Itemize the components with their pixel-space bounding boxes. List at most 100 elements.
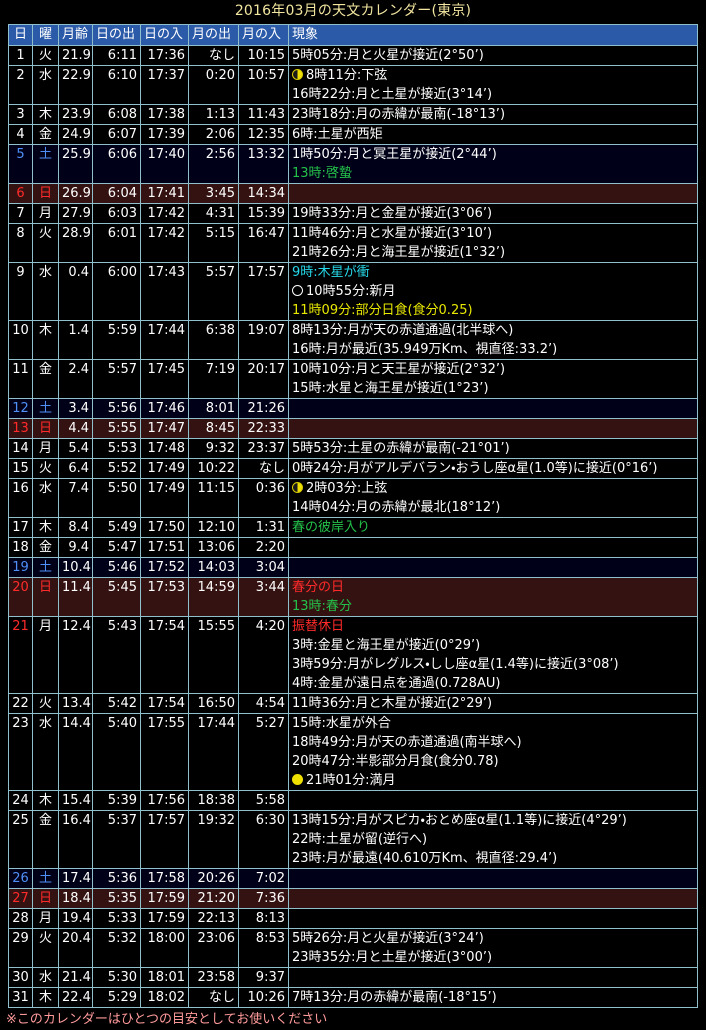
event-text: 13時:春分	[292, 599, 352, 614]
cell-moon-age: 15.4	[58, 790, 93, 811]
cell-events	[288, 537, 698, 558]
cell-moonset: 16:47	[238, 223, 289, 263]
cell-sunrise: 5:46	[92, 557, 141, 578]
event-text: 18時49分:月が天の赤道通過(南半球へ)	[292, 735, 522, 750]
table-row: 13 日 4.4 5:55 17:47 8:45 22:33	[8, 418, 698, 439]
cell-moonset: 0:36	[238, 478, 289, 518]
cell-sunset: 17:51	[140, 537, 189, 558]
event-line: 8時13分:月が天の赤道通過(北半球へ)	[292, 321, 694, 340]
cell-day: 1	[8, 45, 33, 66]
cell-events: 19時33分:月と金星が接近(3°06’)	[288, 203, 698, 224]
cell-moonset: 21:26	[238, 398, 289, 419]
event-line: 5時26分:月と火星が接近(3°24’)	[292, 929, 694, 948]
column-header-day: 日	[8, 24, 33, 46]
cell-day: 22	[8, 693, 33, 714]
cell-day: 26	[8, 868, 33, 889]
cell-day: 14	[8, 438, 33, 459]
cell-moon-age: 21.4	[58, 967, 93, 988]
cell-sunrise: 6:06	[92, 144, 141, 184]
cell-moon-age: 7.4	[58, 478, 93, 518]
cell-moonrise: 20:26	[188, 868, 239, 889]
event-line: 13時:啓蟄	[292, 164, 694, 183]
cell-sunrise: 5:47	[92, 537, 141, 558]
cell-moonset: 11:43	[238, 104, 289, 125]
cell-moon-age: 22.9	[58, 65, 93, 105]
event-text: 16時22分:月と土星が接近(3°14’)	[292, 87, 493, 102]
cell-moon-age: 21.9	[58, 45, 93, 66]
event-line: 5時05分:月と火星が接近(2°50’)	[292, 46, 694, 65]
cell-moonrise: 9:32	[188, 438, 239, 459]
table-row: 8 火 28.9 6:01 17:42 5:15 16:47 11時46分:月と水星が接近(3…	[8, 223, 698, 263]
cell-day: 31	[8, 987, 33, 1008]
cell-moon-age: 2.4	[58, 359, 93, 399]
cell-moonset: 4:20	[238, 616, 289, 694]
cell-moonset: 15:39	[238, 203, 289, 224]
cell-sunrise: 5:52	[92, 458, 141, 479]
cell-events: 8時13分:月が天の赤道通過(北半球へ) 16時:月が最近(35.949万Km、視…	[288, 320, 698, 360]
cell-sunset: 17:41	[140, 183, 189, 204]
cell-sunset: 17:57	[140, 810, 189, 869]
event-text: 7時13分:月の赤緯が最南(-18°15’)	[292, 990, 497, 1005]
cell-moonset: 5:58	[238, 790, 289, 811]
cell-sunrise: 5:32	[92, 928, 141, 968]
event-line: 16時:月が最近(35.949万Km、視直径:33.2’)	[292, 340, 694, 359]
table-row: 3 木 23.9 6:08 17:38 1:13 11:43 23時18分:月の赤緯が最南(-…	[8, 104, 698, 125]
cell-sunset: 17:36	[140, 45, 189, 66]
event-text: 10時55分:新月	[306, 284, 396, 299]
cell-sunrise: 6:04	[92, 183, 141, 204]
event-line: 春分の日	[292, 578, 694, 597]
cell-events: 5時26分:月と火星が接近(3°24’) 23時35分:月と土星が接近(3°00’…	[288, 928, 698, 968]
cell-day: 24	[8, 790, 33, 811]
event-line: 9時:木星が衝	[292, 263, 694, 282]
table-row: 20 日 11.4 5:45 17:53 14:59 3:44 春分の日 13時:春分	[8, 577, 698, 617]
cell-day: 19	[8, 557, 33, 578]
cell-sunrise: 5:29	[92, 987, 141, 1008]
event-line: 21時01分:満月	[292, 771, 694, 790]
table-row: 22 火 13.4 5:42 17:54 16:50 4:54 11時36分:月と木星が接近(…	[8, 693, 698, 714]
cell-sunset: 18:02	[140, 987, 189, 1008]
event-text: 5時05分:月と火星が接近(2°50’)	[292, 48, 484, 63]
cell-sunrise: 5:36	[92, 868, 141, 889]
event-line: 21時26分:月と海王星が接近(1°32’)	[292, 243, 694, 262]
event-line: 23時35分:月と土星が接近(3°00’)	[292, 948, 694, 967]
cell-moonset: 14:34	[238, 183, 289, 204]
cell-day-of-week: 金	[32, 124, 59, 145]
cell-moonrise: 2:06	[188, 124, 239, 145]
cell-sunset: 17:50	[140, 517, 189, 538]
cell-moonset: 6:30	[238, 810, 289, 869]
cell-events: 5時05分:月と火星が接近(2°50’)	[288, 45, 698, 66]
cell-events: 10時10分:月と天王星が接近(2°32’) 15時:水星と海王星が接近(1°23…	[288, 359, 698, 399]
event-text: 春分の日	[292, 580, 345, 595]
table-header: 日 曜 月齢 日の出 日の入 月の出 月の入 現象	[8, 24, 698, 46]
cell-moonset: 9:37	[238, 967, 289, 988]
cell-sunrise: 6:07	[92, 124, 141, 145]
table-row: 9 水 0.4 6:00 17:43 5:57 17:57 9時:木星が衝 10時55分:新月 1…	[8, 262, 698, 321]
table-row: 1 火 21.9 6:11 17:36 なし 10:15 5時05分:月と火星が接近(2°50…	[8, 45, 698, 66]
cell-sunset: 17:59	[140, 908, 189, 929]
cell-sunset: 17:59	[140, 888, 189, 909]
event-text: 6時:土星が西矩	[292, 127, 383, 142]
event-line: 春の彼岸入り	[292, 518, 694, 537]
cell-sunset: 17:42	[140, 223, 189, 263]
cell-day: 20	[8, 577, 33, 617]
table-row: 24 木 15.4 5:39 17:56 18:38 5:58	[8, 790, 698, 811]
cell-day-of-week: 月	[32, 203, 59, 224]
cell-day: 25	[8, 810, 33, 869]
event-text: 15時:水星が外合	[292, 716, 391, 731]
cell-moonset: 8:13	[238, 908, 289, 929]
cell-sunrise: 6:10	[92, 65, 141, 105]
cell-day-of-week: 水	[32, 713, 59, 791]
cell-sunrise: 5:40	[92, 713, 141, 791]
moon-phase-half-icon	[292, 482, 303, 493]
cell-sunrise: 5:39	[92, 790, 141, 811]
event-text: 19時33分:月と金星が接近(3°06’)	[292, 206, 493, 221]
cell-events: 11時46分:月と水星が接近(3°10’) 21時26分:月と海王星が接近(1°3…	[288, 223, 698, 263]
event-text: 21時26分:月と海王星が接近(1°32’)	[292, 245, 506, 260]
cell-sunrise: 6:11	[92, 45, 141, 66]
cell-events: 9時:木星が衝 10時55分:新月 11時09分:部分日食(食分0.25)	[288, 262, 698, 321]
table-row: 12 土 3.4 5:56 17:46 8:01 21:26	[8, 398, 698, 419]
table-row: 17 木 8.4 5:49 17:50 12:10 1:31 春の彼岸入り	[8, 517, 698, 538]
cell-moonset: 19:07	[238, 320, 289, 360]
event-line: 10時55分:新月	[292, 282, 694, 301]
cell-moonrise: 8:01	[188, 398, 239, 419]
